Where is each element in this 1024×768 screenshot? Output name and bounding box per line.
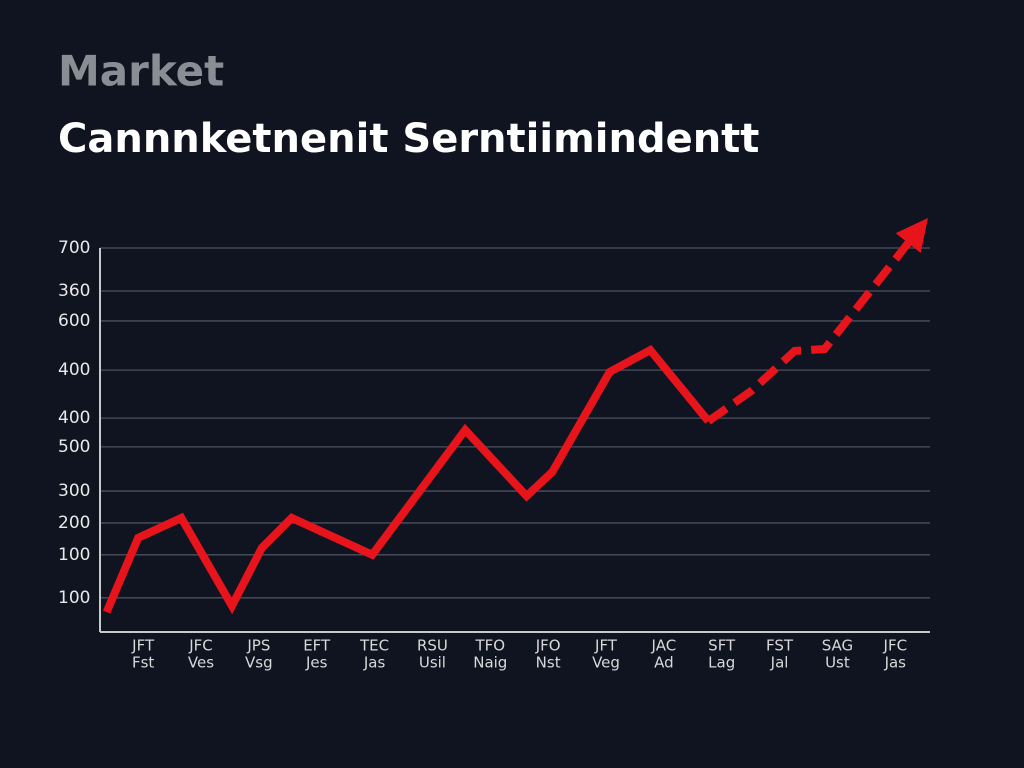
x-tick-label: FST: [766, 637, 794, 655]
x-tick-label: TEC: [359, 637, 389, 655]
y-tick-label: 300: [58, 481, 90, 501]
x-tick-label: RSU: [417, 637, 448, 655]
y-tick-label: 500: [58, 437, 90, 457]
x-tick-label: Jal: [770, 654, 789, 672]
y-tick-label: 700: [58, 238, 90, 258]
y-tick-label: 200: [58, 513, 90, 533]
x-tick-label: JFO: [535, 637, 561, 655]
x-tick-label: Usil: [419, 654, 446, 672]
y-tick-label: 400: [58, 408, 90, 428]
x-tick-label: Ves: [188, 654, 214, 672]
x-tick-label: JAC: [651, 637, 677, 655]
y-tick-label: 400: [58, 360, 90, 380]
x-tick-label: Jes: [305, 654, 328, 672]
x-tick-label: Ust: [825, 654, 850, 672]
x-tick-label: Ad: [654, 654, 674, 672]
x-tick-label: SAG: [822, 637, 853, 655]
y-tick-label: 600: [58, 311, 90, 331]
y-tick-label: 100: [58, 588, 90, 608]
y-tick-label: 360: [58, 281, 90, 301]
x-tick-label: Naig: [473, 654, 507, 672]
kicker: Market: [58, 47, 224, 96]
x-tick-label: Lag: [708, 654, 735, 672]
x-tick-label: JPS: [246, 637, 270, 655]
y-tick-label: 100: [58, 545, 90, 565]
x-tick-label: JFC: [188, 637, 213, 655]
x-tick-label: Fst: [132, 654, 154, 672]
chart-title: Cannnketnenit Serntiimindentt: [58, 116, 759, 162]
x-tick-label: JFT: [594, 637, 618, 655]
x-tick-label: Nst: [536, 654, 561, 672]
x-tick-label: JFT: [131, 637, 155, 655]
x-tick-label: JFC: [883, 637, 908, 655]
x-tick-label: Jas: [884, 654, 907, 672]
line-series: [706, 217, 928, 425]
x-tick-label: EFT: [303, 637, 331, 655]
x-tick-label: SFT: [708, 637, 736, 655]
x-tick-label: Jas: [363, 654, 386, 672]
x-tick-label: Vsg: [245, 654, 273, 672]
x-tick-label: TFO: [474, 637, 505, 655]
line-series: [102, 345, 712, 615]
x-tick-label: Veg: [592, 654, 620, 672]
